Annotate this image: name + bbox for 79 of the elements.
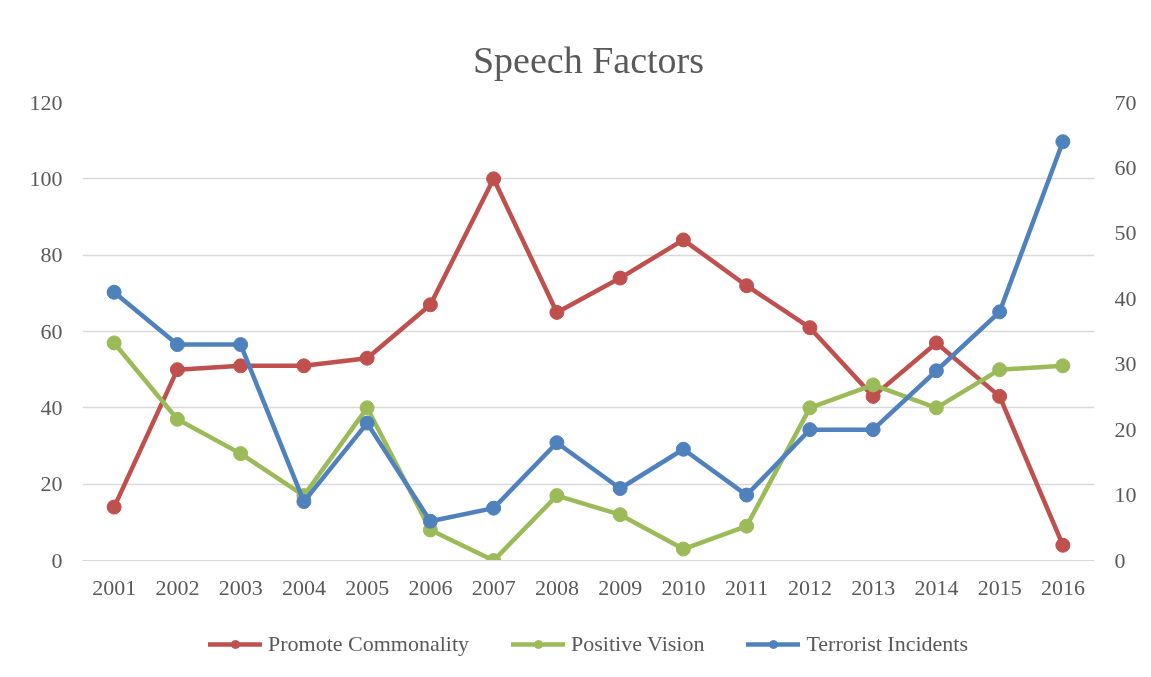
point <box>739 487 755 503</box>
point <box>992 362 1008 378</box>
point <box>675 232 691 248</box>
y2-tick-label: 0 <box>1114 547 1126 573</box>
x-tick-label: 2012 <box>787 574 832 600</box>
point <box>1055 358 1071 374</box>
x-tick-label: 2002 <box>155 574 200 600</box>
y-tick-label: 60 <box>40 318 63 344</box>
point <box>802 320 818 336</box>
point <box>106 284 122 300</box>
point <box>1055 537 1071 553</box>
point <box>928 335 944 351</box>
y2-tick-label: 50 <box>1114 220 1137 246</box>
legend-label: Terrorist Incidents <box>806 630 968 657</box>
x-tick-label: 2003 <box>218 574 263 600</box>
y2-tick-label: 20 <box>1114 416 1137 442</box>
point <box>233 358 249 374</box>
x-tick-label: 2006 <box>408 574 453 600</box>
y-tick-label: 100 <box>29 165 63 191</box>
y-tick-label: 20 <box>40 471 63 497</box>
y2-tick-label: 10 <box>1114 482 1137 508</box>
point <box>865 377 881 393</box>
x-tick-label: 2007 <box>471 574 516 600</box>
point <box>233 337 249 353</box>
point <box>1055 134 1071 150</box>
point <box>359 350 375 366</box>
point <box>802 400 818 416</box>
point <box>612 270 628 286</box>
point <box>549 488 565 504</box>
point <box>612 507 628 523</box>
y2-tick-label: 70 <box>1114 89 1137 115</box>
point <box>296 358 312 374</box>
point <box>992 304 1008 320</box>
point <box>233 446 249 462</box>
point <box>296 494 312 510</box>
point <box>486 500 502 516</box>
y-tick-label: 0 <box>51 547 63 573</box>
point <box>612 481 628 497</box>
x-tick-label: 2004 <box>281 574 326 600</box>
point <box>359 415 375 431</box>
x-tick-label: 2010 <box>661 574 706 600</box>
point <box>106 335 122 351</box>
point <box>359 400 375 416</box>
y2-tick-label: 30 <box>1114 351 1137 377</box>
y-tick-label: 80 <box>40 242 63 268</box>
x-tick-label: 2013 <box>851 574 896 600</box>
point <box>549 304 565 320</box>
point <box>169 411 185 427</box>
x-tick-label: 2009 <box>598 574 643 600</box>
point <box>928 363 944 379</box>
point <box>739 518 755 534</box>
chart-title: Speech Factors <box>472 38 705 81</box>
point <box>992 388 1008 404</box>
point <box>486 171 502 187</box>
x-tick-label: 2005 <box>345 574 390 600</box>
point <box>802 422 818 438</box>
x-tick-label: 2008 <box>534 574 579 600</box>
x-tick-label: 2001 <box>92 574 137 600</box>
point <box>169 337 185 353</box>
x-tick-label: 2016 <box>1040 574 1085 600</box>
y2-tick-label: 60 <box>1114 154 1137 180</box>
y-tick-label: 40 <box>40 394 63 420</box>
y2-tick-label: 40 <box>1114 285 1137 311</box>
point <box>422 297 438 313</box>
legend-label: Promote Commonality <box>268 630 470 657</box>
point <box>865 422 881 438</box>
point <box>928 400 944 416</box>
point <box>549 435 565 451</box>
point <box>106 499 122 515</box>
point <box>739 278 755 294</box>
legend-label: Positive Vision <box>571 630 705 657</box>
x-tick-label: 2015 <box>977 574 1022 600</box>
x-tick-label: 2014 <box>914 574 959 600</box>
point <box>422 513 438 529</box>
point <box>675 441 691 457</box>
point <box>169 362 185 378</box>
x-tick-label: 2011 <box>725 574 769 600</box>
y-tick-label: 120 <box>29 89 63 115</box>
point <box>675 541 691 557</box>
